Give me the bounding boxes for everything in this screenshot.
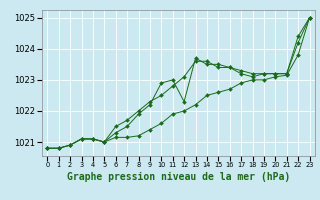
X-axis label: Graphe pression niveau de la mer (hPa): Graphe pression niveau de la mer (hPa) <box>67 172 290 182</box>
